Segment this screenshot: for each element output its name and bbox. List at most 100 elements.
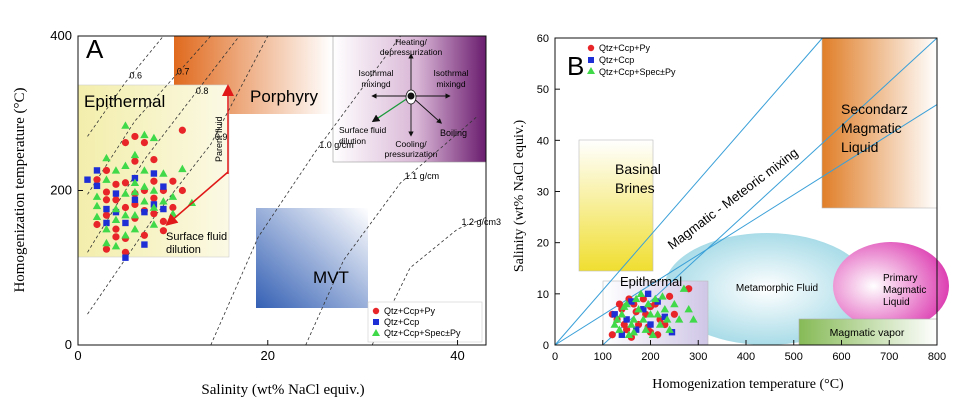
basinal-label-1: Basinal xyxy=(615,161,661,177)
data-point xyxy=(150,170,158,177)
data-point xyxy=(663,315,672,323)
data-point xyxy=(620,302,629,310)
x-tick-label: 200 xyxy=(641,351,659,363)
y-tick-label: 40 xyxy=(537,135,549,147)
data-point xyxy=(121,189,130,197)
inset-isothermal-right-2: mixingd xyxy=(436,79,466,89)
data-point xyxy=(111,204,121,213)
data-point xyxy=(121,231,130,239)
data-point xyxy=(130,178,140,186)
y-axis-title-b: Salinity (wt% NaCl equiv.) xyxy=(512,120,527,273)
inset-cooling-2: pressurization xyxy=(385,149,438,159)
data-point xyxy=(102,238,111,247)
metamorphic-label: Metamorphic Fluid xyxy=(736,283,818,294)
basinal-brines-region xyxy=(578,139,654,272)
x-tick-label: 700 xyxy=(880,351,898,363)
data-point xyxy=(149,186,159,194)
x-axis-title-b: Homogenization temperature (°C) xyxy=(652,377,844,392)
data-point xyxy=(122,254,129,261)
data-point xyxy=(620,320,628,329)
data-point xyxy=(111,241,121,250)
x-axis-title-a: Salinity (wt% NaCl equiv.) xyxy=(201,382,364,398)
isochore-label: 0.6 xyxy=(129,70,142,80)
secondary-label-2: Magmatic xyxy=(841,120,902,136)
data-point xyxy=(130,211,140,219)
regions-b xyxy=(578,37,949,346)
magmatic-vapor-region xyxy=(798,318,938,346)
legend-a-label-2: Qtz+Ccp xyxy=(384,317,419,327)
isochore-line xyxy=(305,116,477,346)
legend-a-box xyxy=(367,301,483,343)
data-point xyxy=(636,289,646,298)
basinal-label-2: Brines xyxy=(615,180,655,196)
data-point xyxy=(611,311,618,318)
inset-isothermal-right-1: Isothrmal xyxy=(434,68,469,78)
panel-a-label: A xyxy=(86,34,104,64)
data-point xyxy=(121,203,130,212)
data-point xyxy=(670,310,678,318)
data-point xyxy=(92,192,102,200)
data-points-a xyxy=(84,121,197,261)
y-tick-label: 50 xyxy=(537,84,549,96)
data-point xyxy=(112,233,120,241)
secondary-label-1: Secondarz xyxy=(841,101,908,117)
isochore-label: 0.9 xyxy=(215,132,228,142)
density-isochores: 0.6 0.7 0.8 0.9 1.0 g/cm 1.1 g/cm 1.2 g/cm3 xyxy=(87,35,502,346)
data-point xyxy=(631,294,641,303)
data-point xyxy=(102,196,111,204)
data-point xyxy=(615,300,624,308)
inset-surface-1: Surface fluid xyxy=(339,125,387,135)
data-point xyxy=(130,224,140,233)
data-point xyxy=(131,157,139,165)
data-point xyxy=(651,294,660,303)
data-point xyxy=(641,325,650,333)
y-tick-label: 10 xyxy=(537,289,549,301)
data-point xyxy=(141,241,148,248)
data-point xyxy=(149,133,159,142)
bubble-icon xyxy=(407,92,415,100)
data-point xyxy=(618,331,626,338)
data-point xyxy=(121,121,130,129)
data-point xyxy=(639,315,648,323)
data-point xyxy=(150,210,158,218)
data-point xyxy=(629,328,638,336)
y-tick-label: 30 xyxy=(537,187,549,199)
primary-label-2: Magmatic xyxy=(883,285,926,296)
parent-fluid-label: Parent fluid xyxy=(214,116,224,162)
mvt-label: MVT xyxy=(313,268,349,287)
data-point xyxy=(93,220,101,229)
data-point xyxy=(102,224,111,233)
data-point xyxy=(168,192,178,200)
data-point xyxy=(661,313,669,321)
x-tick-label: 100 xyxy=(594,351,612,363)
isochore-label: 1.2 g/cm3 xyxy=(462,217,502,227)
data-point xyxy=(160,183,167,190)
legend-b-label-3: Qtz+Ccp+Spec±Py xyxy=(599,67,676,77)
data-point xyxy=(623,316,630,323)
mvt-region xyxy=(256,208,368,308)
data-point xyxy=(617,310,627,318)
inset-isothermal-left-1: Isothrmal xyxy=(359,68,394,78)
primary-magmatic-region xyxy=(833,242,949,330)
y-tick-label: 0 xyxy=(65,337,72,352)
isochore-label: 0.8 xyxy=(196,86,209,96)
data-point xyxy=(632,326,640,333)
data-point xyxy=(93,182,101,190)
data-point xyxy=(102,188,111,196)
legend-b: Qtz+Ccp+Py Qtz+Ccp Qtz+Ccp+Spec±Py xyxy=(587,43,676,77)
data-point xyxy=(640,305,647,313)
magmatic-vapor-label: Magmatic vapor xyxy=(830,327,905,339)
data-point xyxy=(647,321,654,328)
data-point xyxy=(608,331,616,339)
data-point xyxy=(610,320,619,328)
metamorphic-fluid-region xyxy=(664,233,870,345)
data-point xyxy=(159,217,167,225)
isochore-line xyxy=(87,35,212,195)
surface-fluid-label-2: dilution xyxy=(166,244,201,256)
y-tick-label: 60 xyxy=(537,33,549,45)
data-point xyxy=(150,194,158,202)
secondary-magmatic-region xyxy=(821,37,938,209)
inset-arrow-dilution xyxy=(371,95,412,123)
y-tick-label: 20 xyxy=(537,238,549,250)
